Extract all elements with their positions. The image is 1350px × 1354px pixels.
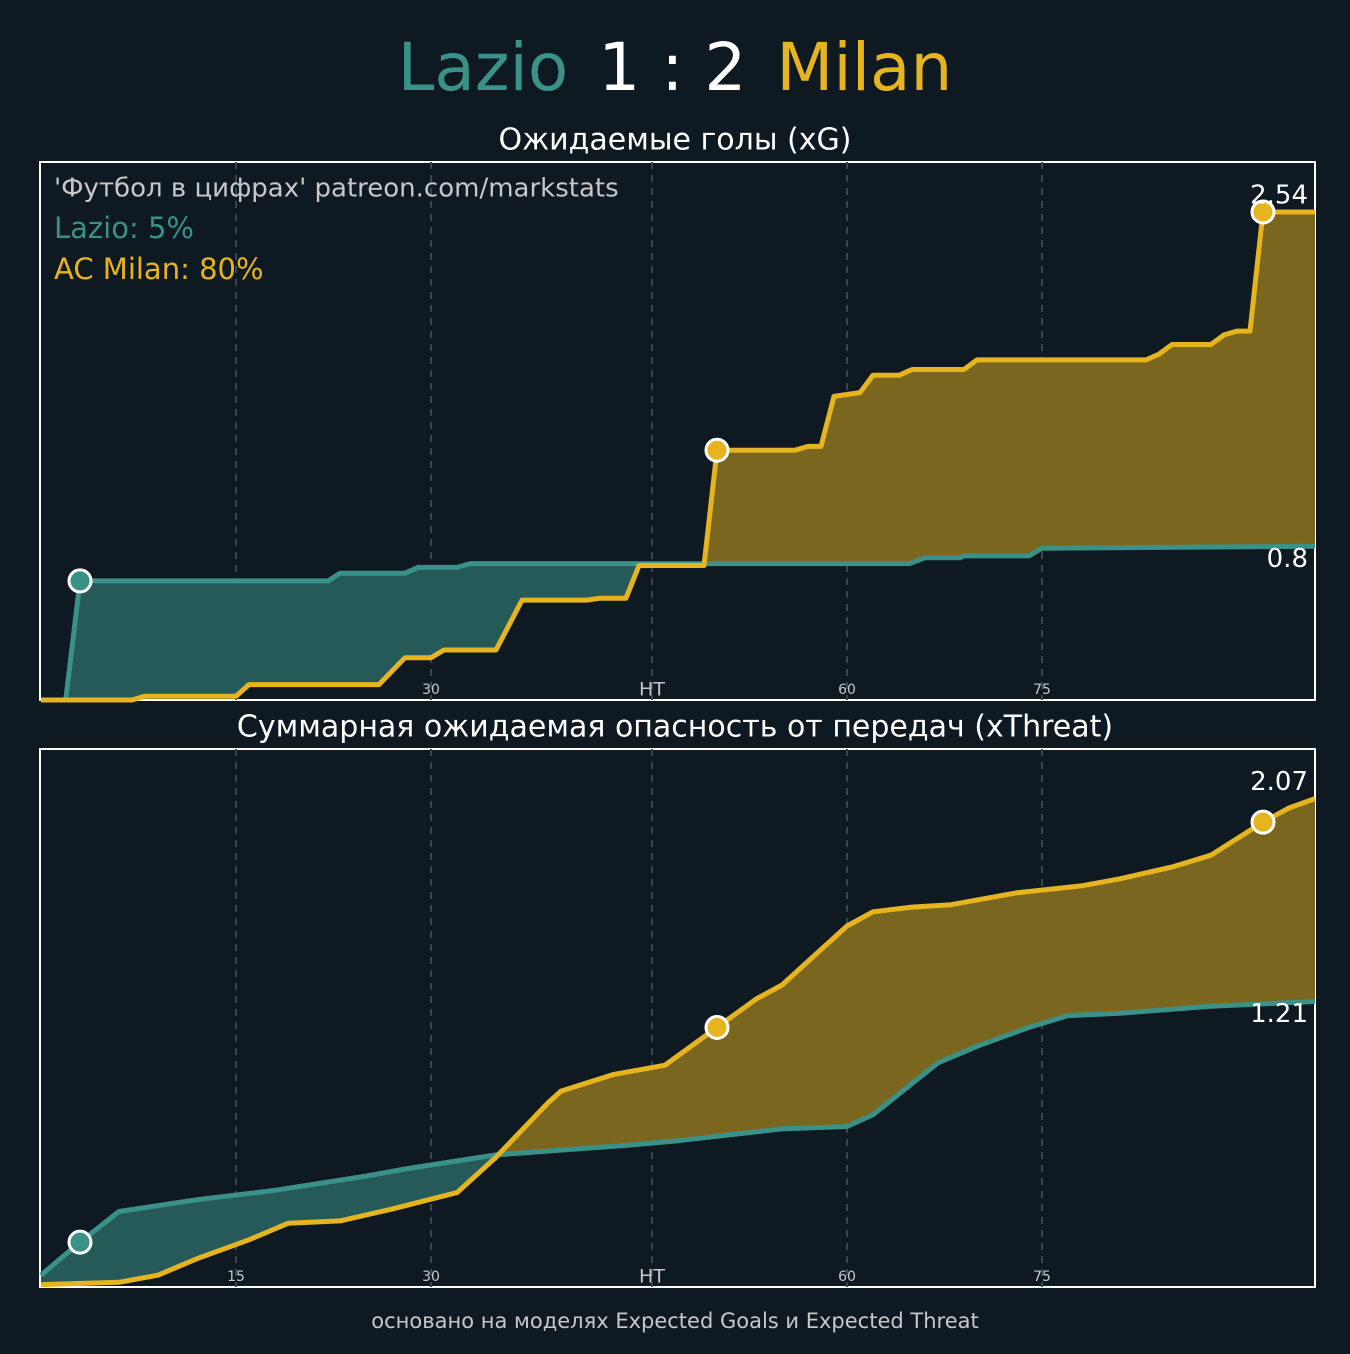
- panel-title: Суммарная ожидаемая опасность от передач…: [237, 710, 1113, 745]
- end-value-label: 0.8: [1267, 544, 1308, 574]
- goal-marker: [67, 1229, 93, 1255]
- cumulative-line: [41, 209, 1315, 703]
- cumulative-line: [41, 543, 1316, 703]
- match-header: Lazio 1 : 2 Milan: [398, 29, 953, 106]
- footer: основано на моделях Expected Goals и Exp…: [371, 1309, 978, 1333]
- end-value-label: 2.54: [1250, 180, 1308, 210]
- x-tick-label: 75: [1033, 1269, 1051, 1285]
- goal-marker: [704, 437, 730, 463]
- goal-marker: [1250, 199, 1276, 225]
- x-tick-label: 15: [227, 1269, 245, 1285]
- goal-marker: [67, 568, 93, 594]
- x-tick-label: 30: [422, 1269, 440, 1285]
- annotation: 'Футбол в цифрах' patreon.com/markstats: [54, 174, 619, 204]
- cumulative-line: [40, 796, 1316, 1288]
- away-team: Milan: [776, 29, 952, 106]
- end-value-label: 1.21: [1250, 999, 1308, 1029]
- goal-marker: [704, 1014, 730, 1040]
- home-team: Lazio: [398, 29, 569, 106]
- annotation: AC Milan: 80%: [54, 252, 264, 286]
- x-tick-label: 75: [1033, 682, 1051, 698]
- x-tick-label: HT: [639, 1266, 665, 1288]
- x-tick-label: HT: [639, 679, 665, 701]
- annotation: Lazio: 5%: [54, 211, 194, 245]
- score: 1 : 2: [598, 29, 746, 106]
- cumulative-line: [39, 999, 1316, 1278]
- goal-marker: [1250, 809, 1276, 835]
- x-tick-label: 60: [838, 1269, 856, 1285]
- end-value-label: 2.07: [1250, 767, 1308, 797]
- x-tick-label: 60: [838, 682, 856, 698]
- panel-title: Ожидаемые голы (xG): [499, 123, 852, 158]
- x-tick-label: 30: [422, 682, 440, 698]
